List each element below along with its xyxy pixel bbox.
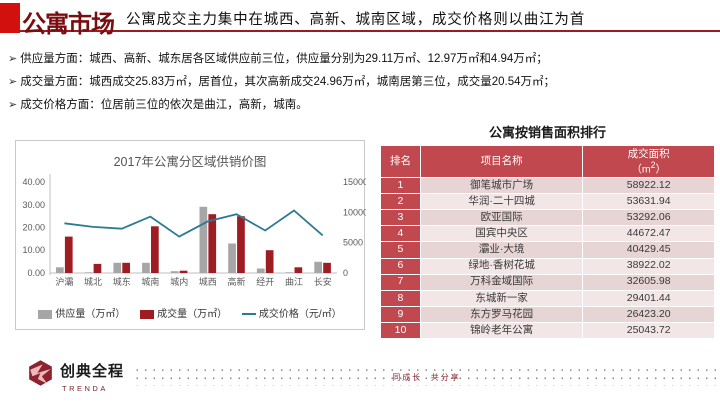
svg-text:0.00: 0.00 [27,268,45,278]
svg-text:沪灞: 沪灞 [55,276,73,287]
svg-text:0: 0 [343,268,348,278]
svg-text:10000: 10000 [343,207,366,217]
svg-text:40.00: 40.00 [22,177,45,187]
svg-text:高新: 高新 [227,276,245,287]
svg-text:城内: 城内 [170,276,188,287]
svg-text:城北: 城北 [84,277,102,287]
svg-text:长安: 长安 [314,276,332,287]
svg-text:20.00: 20.00 [22,223,45,233]
svg-text:曲江: 曲江 [285,277,303,287]
svg-text:城西: 城西 [199,277,217,287]
svg-text:15000: 15000 [343,177,366,187]
svg-text:城南: 城南 [141,276,159,287]
svg-text:5000: 5000 [343,238,363,248]
svg-text:10.00: 10.00 [22,245,45,255]
svg-text:城东: 城东 [113,276,131,287]
svg-text:30.00: 30.00 [22,200,45,210]
svg-text:经开: 经开 [256,276,274,287]
